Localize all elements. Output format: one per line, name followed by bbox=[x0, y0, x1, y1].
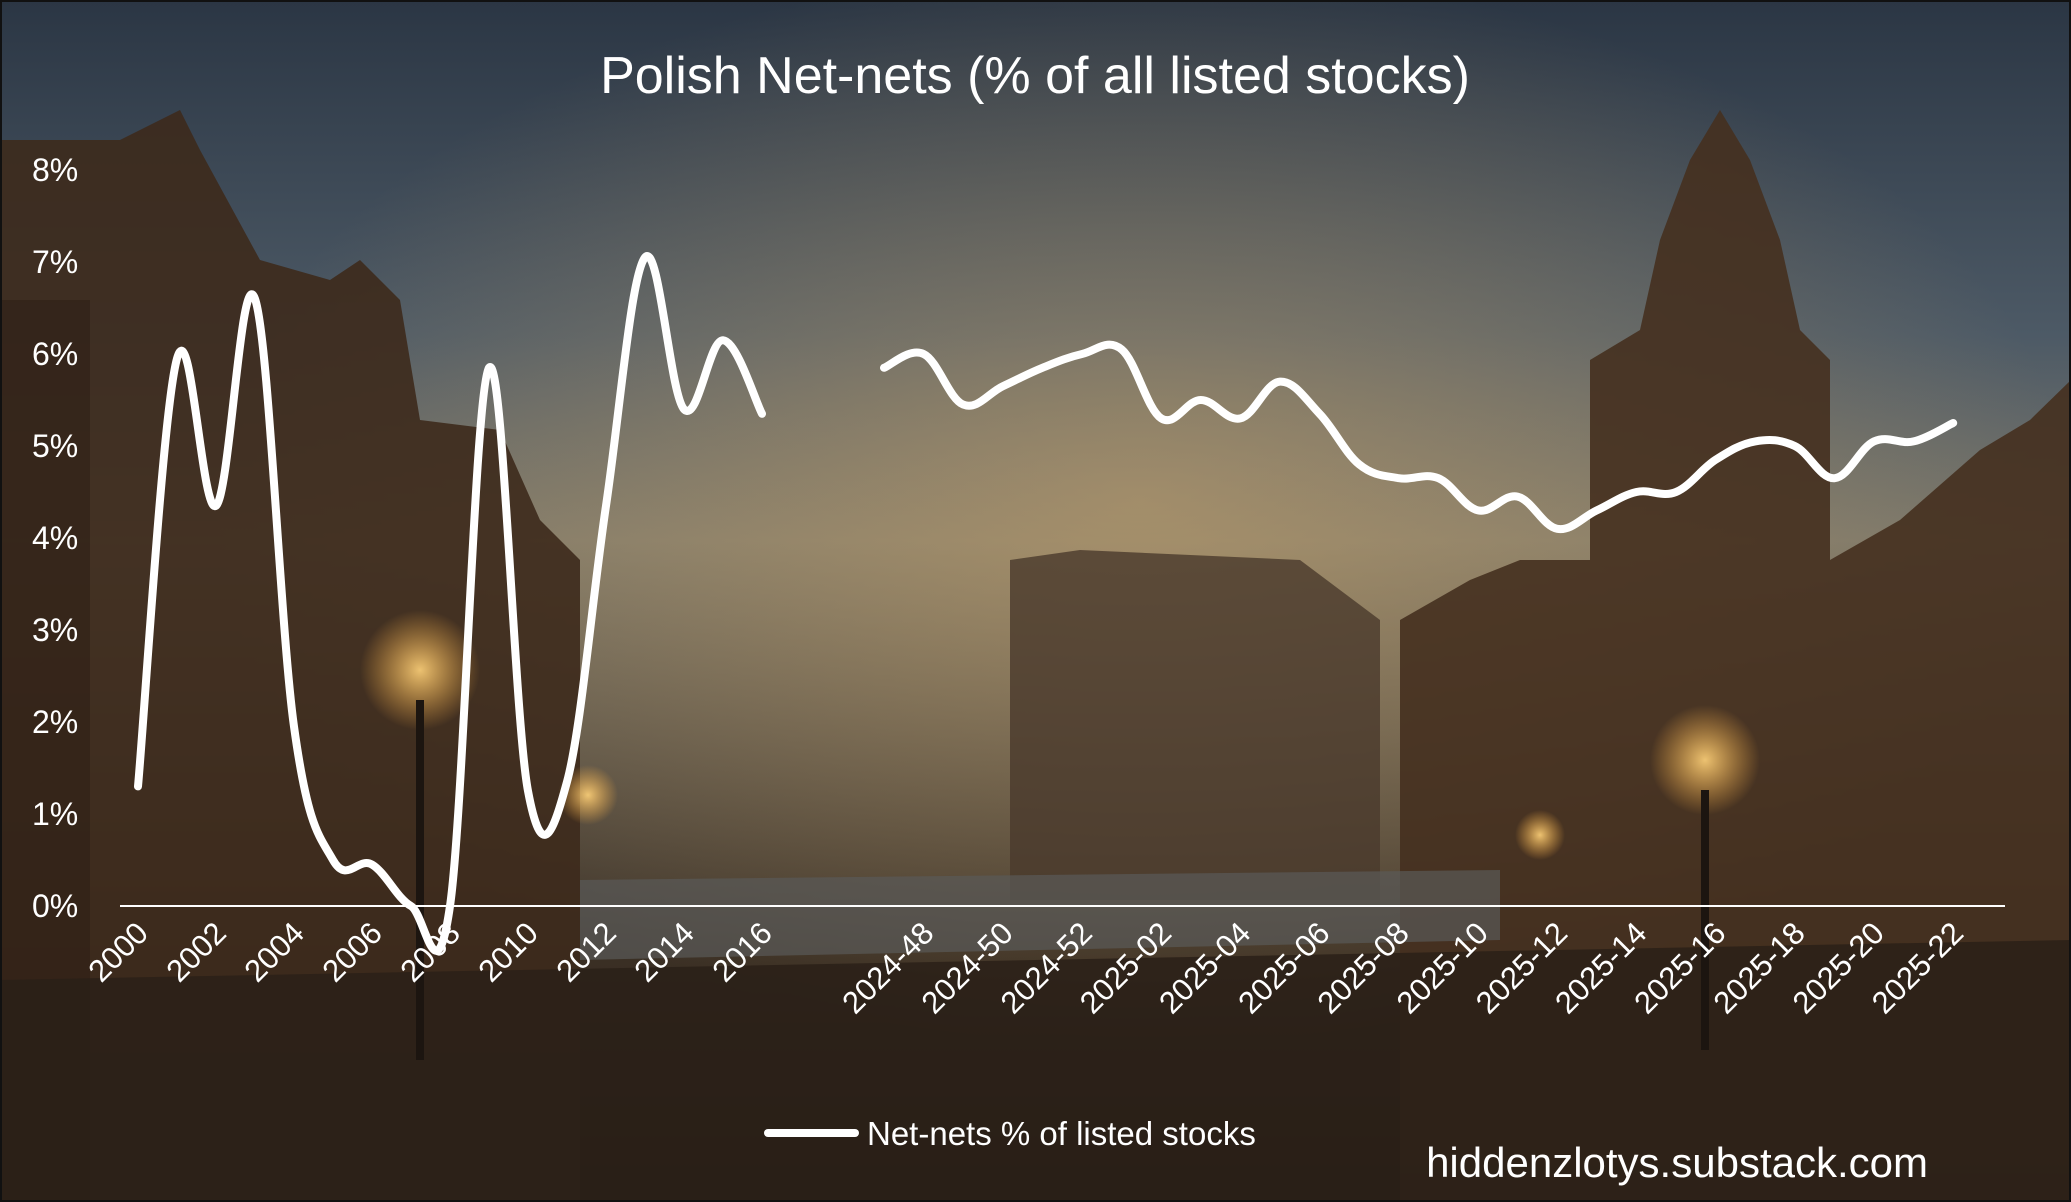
y-tick-label: 4% bbox=[32, 520, 78, 556]
legend: Net-nets % of listed stocks bbox=[764, 1115, 1256, 1152]
series-line-segment-2 bbox=[880, 340, 1958, 533]
y-tick-label: 8% bbox=[32, 152, 78, 188]
y-axis-ticks: 0% 1% 2% 3% 4% 5% 6% 7% 8% bbox=[32, 152, 78, 924]
chart-title: Polish Net-nets (% of all listed stocks) bbox=[600, 47, 1470, 105]
y-tick-label: 5% bbox=[32, 428, 78, 464]
series-lines bbox=[134, 252, 1958, 955]
y-tick-label: 7% bbox=[32, 244, 78, 280]
y-tick-label: 2% bbox=[32, 704, 78, 740]
watermark: hiddenzlotys.substack.com bbox=[1426, 1139, 1928, 1186]
y-tick-label: 1% bbox=[32, 796, 78, 832]
series-line-segment-1 bbox=[134, 252, 766, 955]
legend-label: Net-nets % of listed stocks bbox=[867, 1115, 1256, 1152]
y-tick-label: 0% bbox=[32, 888, 78, 924]
y-tick-label: 6% bbox=[32, 336, 78, 372]
y-tick-label: 3% bbox=[32, 612, 78, 648]
